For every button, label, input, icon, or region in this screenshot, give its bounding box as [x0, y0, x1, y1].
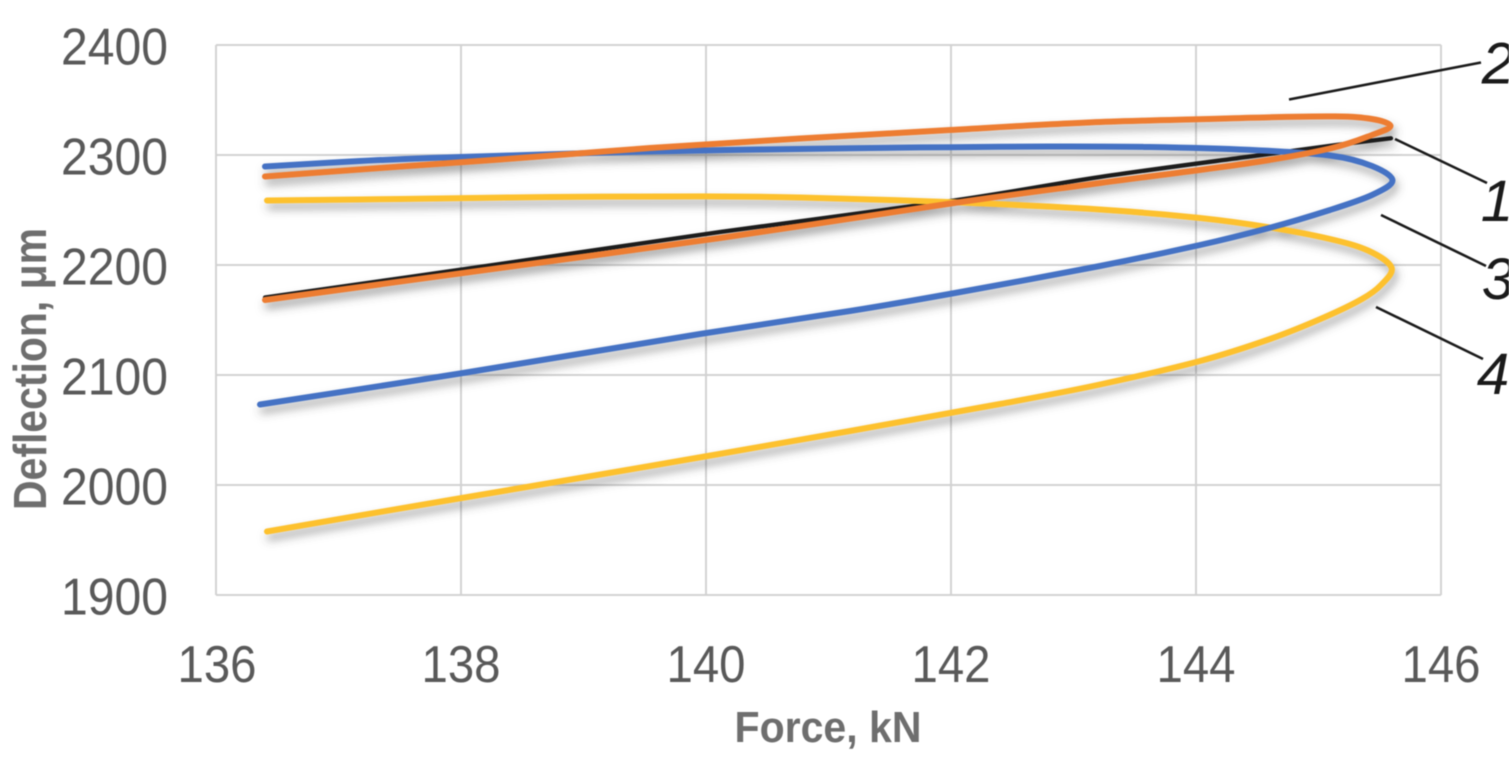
svg-text:136: 136 — [178, 636, 257, 694]
svg-text:140: 140 — [667, 636, 746, 694]
svg-text:142: 142 — [912, 636, 991, 694]
svg-text:3: 3 — [1482, 247, 1509, 312]
svg-text:138: 138 — [422, 636, 501, 694]
svg-text:144: 144 — [1157, 636, 1236, 694]
svg-text:146: 146 — [1402, 636, 1481, 694]
svg-text:2400: 2400 — [61, 19, 168, 77]
svg-text:2300: 2300 — [61, 129, 168, 187]
svg-text:2: 2 — [1481, 32, 1509, 97]
svg-text:2200: 2200 — [61, 239, 168, 297]
svg-text:2000: 2000 — [61, 459, 168, 517]
svg-text:Force, kN: Force, kN — [735, 703, 922, 752]
svg-text:4: 4 — [1477, 342, 1509, 407]
svg-text:1: 1 — [1481, 169, 1509, 234]
svg-text:Deflection, μm: Deflection, μm — [4, 228, 56, 510]
svg-text:2100: 2100 — [61, 349, 168, 407]
svg-text:1900: 1900 — [61, 569, 168, 627]
